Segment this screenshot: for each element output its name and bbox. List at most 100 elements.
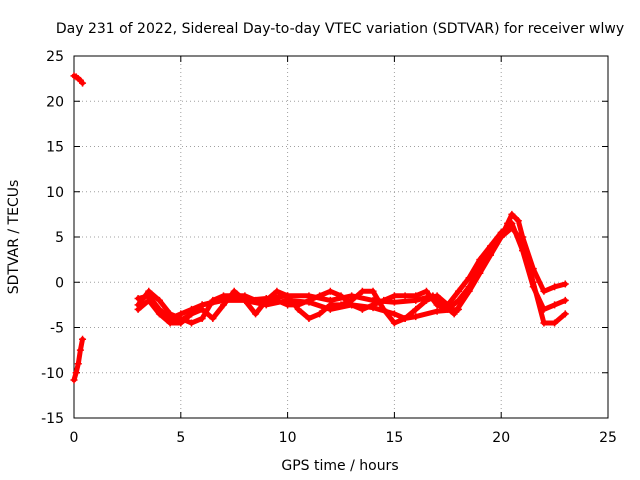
data-point (487, 247, 495, 255)
data-point (262, 301, 270, 309)
data-point (454, 287, 462, 295)
data-point (166, 314, 174, 322)
x-tick-label: 10 (279, 430, 297, 446)
series-line (71, 336, 85, 383)
data-point (551, 319, 559, 327)
data-point (252, 310, 260, 318)
data-point (337, 292, 345, 300)
data-point (187, 319, 195, 327)
chart-title: Day 231 of 2022, Sidereal Day-to-day VTE… (56, 21, 624, 37)
x-tick-label: 25 (599, 430, 617, 446)
data-point (74, 360, 82, 368)
data-point (155, 296, 163, 304)
y-tick-label: 0 (55, 275, 64, 291)
data-point (551, 301, 559, 309)
data-point (241, 296, 249, 304)
data-point (316, 292, 324, 300)
data-point (561, 280, 569, 288)
x-tick-label: 0 (70, 430, 79, 446)
data-point (540, 319, 548, 327)
data-point (561, 296, 569, 304)
data-point (454, 296, 462, 304)
data-point (529, 278, 537, 286)
data-point (134, 301, 142, 309)
data-point (540, 287, 548, 295)
data-point (390, 292, 398, 300)
data-point (220, 296, 228, 304)
data-point (316, 310, 324, 318)
data-point (390, 298, 398, 306)
series-track-d (166, 292, 462, 322)
data-point (390, 319, 398, 327)
data-point (70, 376, 78, 384)
data-point (145, 296, 153, 304)
data-point (433, 301, 441, 309)
data-point (380, 296, 388, 304)
data-point (454, 305, 462, 313)
data-point (508, 210, 516, 218)
data-point (476, 256, 484, 264)
y-axis-label: SDTVAR / TECUs (6, 180, 22, 295)
data-point (177, 310, 185, 318)
data-point (401, 314, 409, 322)
data-point (305, 314, 313, 322)
data-point (401, 292, 409, 300)
data-point (412, 292, 420, 300)
x-axis-label: GPS time / hours (281, 458, 398, 474)
y-tick-label: -10 (41, 366, 64, 382)
data-point (358, 287, 366, 295)
data-point (198, 301, 206, 309)
data-point (476, 265, 484, 273)
x-tick-label: 20 (492, 430, 510, 446)
data-point (76, 346, 84, 354)
series-segment-start-high (70, 72, 87, 87)
data-point (561, 310, 569, 318)
axis-ticks: 0 5 10 15 20 25 -15 -10 -5 0 5 10 15 20 25 (41, 49, 617, 446)
data-point (155, 310, 163, 318)
data-point (145, 287, 153, 295)
data-point (519, 238, 527, 246)
data-point (230, 292, 238, 300)
data-point (551, 283, 559, 291)
data-point (284, 296, 292, 304)
data-point (209, 314, 217, 322)
data-point (326, 287, 334, 295)
data-point (465, 283, 473, 291)
x-tick-label: 5 (176, 430, 185, 446)
data-point (273, 287, 281, 295)
data-point (187, 305, 195, 313)
x-tick-label: 15 (385, 430, 403, 446)
data-point (209, 298, 217, 306)
data-point (465, 274, 473, 282)
series-segment-start-low (70, 335, 87, 384)
data-point (433, 307, 441, 315)
data-point (326, 305, 334, 313)
data-point (348, 301, 356, 309)
data-point (305, 298, 313, 306)
data-point (72, 369, 80, 377)
y-tick-label: 20 (46, 94, 64, 110)
data-point (79, 79, 87, 87)
data-point (79, 335, 87, 343)
data-point (422, 287, 430, 295)
data-point (497, 233, 505, 241)
data-point (422, 296, 430, 304)
y-tick-label: 15 (46, 140, 64, 156)
data-point (390, 310, 398, 318)
data-point (369, 287, 377, 295)
data-point (198, 314, 206, 322)
data-point (412, 305, 420, 313)
y-tick-label: 5 (55, 230, 64, 246)
grid-lines (74, 56, 608, 418)
y-tick-label: -15 (41, 411, 64, 427)
y-tick-label: -5 (50, 321, 64, 337)
y-tick-label: 25 (46, 49, 64, 65)
data-point (412, 313, 420, 321)
data-point (369, 304, 377, 312)
data-point (514, 217, 522, 225)
data-point (508, 224, 516, 232)
data-point (433, 292, 441, 300)
y-tick-label: 10 (46, 185, 64, 201)
data-marks (70, 72, 569, 384)
